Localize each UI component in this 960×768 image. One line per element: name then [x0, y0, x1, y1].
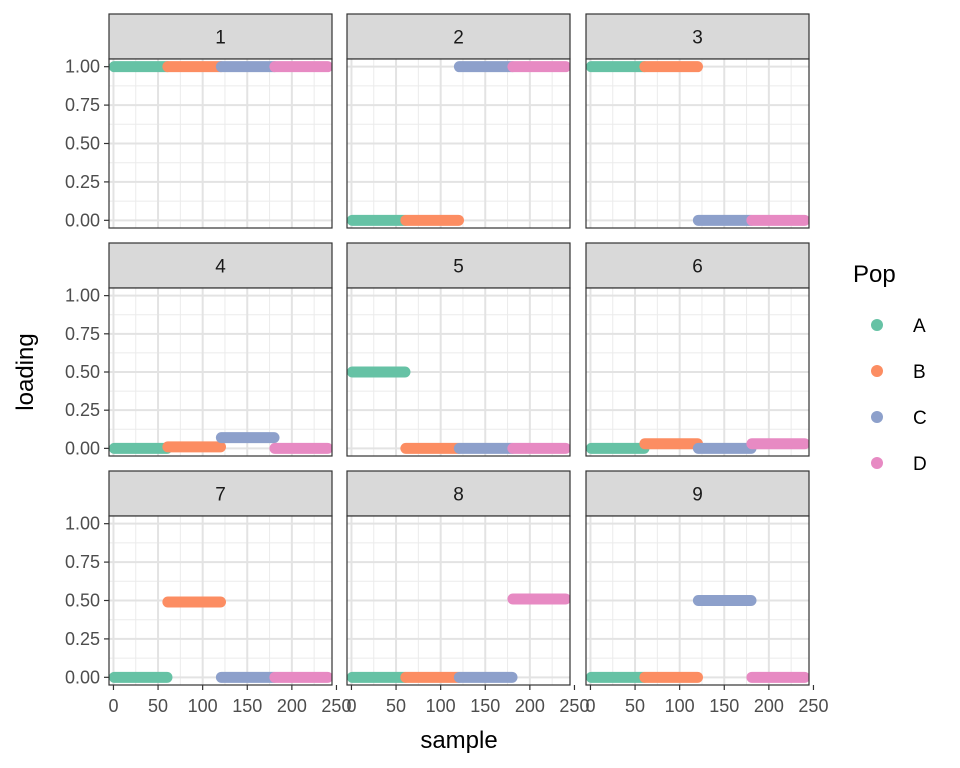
- y-tick-label: 0.75: [65, 324, 100, 344]
- facet-panel-3: 3: [585, 13, 810, 229]
- legend-key-A: [871, 319, 883, 331]
- facet-strip: [108, 470, 333, 517]
- legend-title: Pop: [853, 261, 896, 288]
- legend-label: A: [913, 316, 926, 337]
- x-tick-label: 0: [346, 696, 356, 716]
- gridlines: [347, 59, 570, 228]
- legend-label: D: [913, 454, 927, 475]
- legend-entry-A: A: [871, 316, 926, 337]
- y-tick-label: 1.00: [65, 286, 100, 306]
- panel-border: [585, 515, 810, 686]
- panel-border: [346, 58, 571, 229]
- facet-panels: 1 2 3 4 5 6 7 8 9: [108, 13, 810, 686]
- x-tick-label: 250: [559, 696, 589, 716]
- legend-key-B: [871, 365, 883, 377]
- facet-panel-5: 5: [346, 242, 571, 457]
- data-series: [347, 593, 570, 683]
- y-tick-label: 0.50: [65, 362, 100, 382]
- panel-border: [346, 287, 571, 457]
- legend-key-C: [871, 411, 883, 423]
- x-tick-label: 50: [148, 696, 168, 716]
- data-series: [586, 438, 809, 454]
- legend-entry-D: D: [871, 454, 927, 475]
- panel-border: [585, 287, 810, 457]
- legend-entry-B: B: [871, 362, 926, 383]
- data-series: [586, 61, 809, 226]
- x-tick-label: 0: [585, 696, 595, 716]
- x-tick-label: 200: [277, 696, 307, 716]
- legend-entry-C: C: [871, 408, 927, 429]
- legend: Pop A B C D: [853, 261, 927, 475]
- axes: 0.00 0.25 0.50 0.75 1.00 0.00 0.25 0.50 0.75 1.00…: [65, 57, 829, 716]
- facet-strip-label: 5: [453, 257, 464, 278]
- facet-panel-2: 2: [346, 13, 571, 229]
- facet-strip-label: 9: [692, 485, 703, 506]
- data-series: [347, 61, 570, 226]
- y-tick-label: 0.75: [65, 95, 100, 115]
- facet-strip: [585, 13, 810, 60]
- y-tick-label: 0.25: [65, 629, 100, 649]
- facet-strip: [108, 13, 333, 60]
- legend-entries: A B C D: [871, 316, 927, 475]
- facet-panel-4: 4: [108, 242, 333, 457]
- y-tick-label: 0.00: [65, 438, 100, 458]
- legend-key-D: [871, 457, 883, 469]
- data-series: [586, 595, 809, 683]
- y-tick-label: 0.25: [65, 400, 100, 420]
- facet-panel-1: 1: [108, 13, 333, 229]
- x-axis-title: sample: [420, 727, 497, 754]
- y-tick-label: 0.25: [65, 172, 100, 192]
- gridlines: [109, 59, 332, 228]
- y-tick-label: 1.00: [65, 57, 100, 77]
- y-tick-label: 0.00: [65, 667, 100, 687]
- facet-strip-label: 6: [692, 257, 703, 278]
- x-tick-label: 250: [321, 696, 351, 716]
- panel-border: [585, 58, 810, 229]
- x-tick-label: 100: [188, 696, 218, 716]
- data-series: [347, 366, 570, 454]
- x-tick-label: 50: [386, 696, 406, 716]
- facet-strip-label: 4: [215, 257, 226, 278]
- facet-strip: [346, 242, 571, 289]
- x-tick-label: 100: [665, 696, 695, 716]
- x-tick-label: 150: [232, 696, 262, 716]
- facet-strip-label: 8: [453, 485, 464, 506]
- y-tick-label: 0.50: [65, 134, 100, 154]
- y-tick-label: 0.75: [65, 552, 100, 572]
- x-tick-label: 100: [426, 696, 456, 716]
- legend-label: C: [913, 408, 927, 429]
- facet-strip: [346, 13, 571, 60]
- x-tick-label: 50: [625, 696, 645, 716]
- facet-strip: [108, 242, 333, 289]
- x-tick-label: 150: [709, 696, 739, 716]
- x-tick-label: 200: [515, 696, 545, 716]
- x-tick-label: 150: [470, 696, 500, 716]
- x-tick-label: 0: [108, 696, 118, 716]
- facet-strip-label: 1: [215, 28, 226, 49]
- facet-panel-8: 8: [346, 470, 571, 686]
- facet-panel-6: 6: [585, 242, 810, 457]
- panel-border: [346, 515, 571, 686]
- data-series: [109, 596, 332, 683]
- x-tick-label: 250: [798, 696, 828, 716]
- y-tick-label: 0.50: [65, 591, 100, 611]
- facet-panel-7: 7: [108, 470, 333, 686]
- facet-strip: [585, 470, 810, 517]
- facet-panel-9: 9: [585, 470, 810, 686]
- facet-strip-label: 2: [453, 28, 464, 49]
- y-tick-label: 1.00: [65, 514, 100, 534]
- facet-strip-label: 7: [215, 485, 226, 506]
- y-axis-title: loading: [12, 333, 39, 410]
- gridlines: [109, 516, 332, 685]
- y-tick-label: 0.00: [65, 210, 100, 230]
- facet-strip-label: 3: [692, 28, 703, 49]
- data-series: [109, 432, 332, 454]
- legend-label: B: [913, 362, 926, 383]
- facet-strip: [585, 242, 810, 289]
- x-tick-label: 200: [754, 696, 784, 716]
